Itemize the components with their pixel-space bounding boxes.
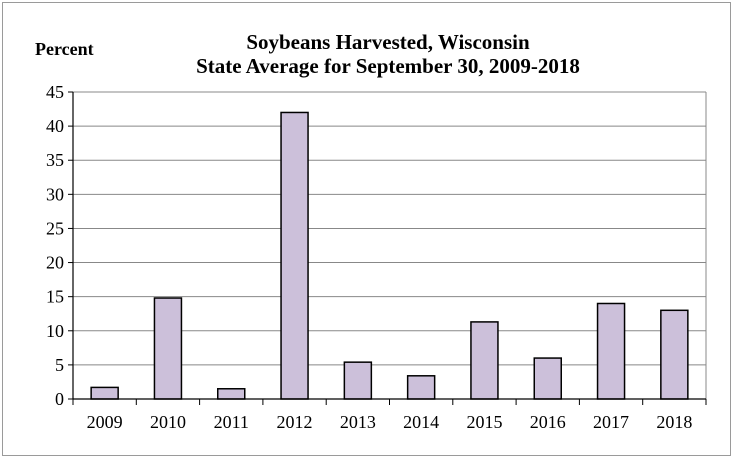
bar-2010 <box>153 297 183 400</box>
x-tick-label: 2011 <box>214 412 249 432</box>
chart-subtitle: State Average for September 30, 2009-201… <box>196 54 580 78</box>
bar-2017 <box>596 302 626 400</box>
x-tick-label: 2015 <box>466 412 502 432</box>
bar-2015 <box>470 321 499 400</box>
bar-2014 <box>406 375 436 400</box>
y-tick-label: 25 <box>46 218 64 238</box>
y-tick-label: 15 <box>46 287 64 307</box>
x-tick-label: 2014 <box>403 412 439 432</box>
chart-title: Soybeans Harvested, Wisconsin <box>246 30 530 54</box>
bars <box>90 111 689 400</box>
x-tick-label: 2018 <box>656 412 692 432</box>
x-tick-label: 2009 <box>87 412 123 432</box>
bar-2013 <box>343 361 373 400</box>
axes <box>68 91 707 405</box>
bar-2016 <box>533 357 562 400</box>
y-tick-labels: 0 5 10 15 20 25 30 35 40 45 <box>46 82 64 409</box>
x-tick-label: 2012 <box>277 412 313 432</box>
y-tick-label: 20 <box>46 253 64 273</box>
y-tick-label: 0 <box>55 389 64 409</box>
y-tick-label: 10 <box>46 321 64 341</box>
x-tick-label: 2017 <box>593 412 629 432</box>
bar-2011 <box>217 388 246 400</box>
y-tick-label: 5 <box>55 355 64 375</box>
x-tick-label: 2013 <box>340 412 376 432</box>
bar-2009 <box>90 386 119 400</box>
y-tick-label: 30 <box>46 184 64 204</box>
y-tick-label: 40 <box>46 116 64 136</box>
y-tick-label: 45 <box>46 82 64 102</box>
y-axis-label: Percent <box>35 39 94 59</box>
y-tick-label: 35 <box>46 150 64 170</box>
x-tick-labels: 2009 2010 2011 2012 2013 2014 2015 2016 2017 2018 <box>87 412 693 432</box>
bar-2012 <box>280 111 309 400</box>
bar-2018 <box>660 309 689 400</box>
x-tick-label: 2016 <box>530 412 566 432</box>
x-tick-label: 2010 <box>150 412 186 432</box>
